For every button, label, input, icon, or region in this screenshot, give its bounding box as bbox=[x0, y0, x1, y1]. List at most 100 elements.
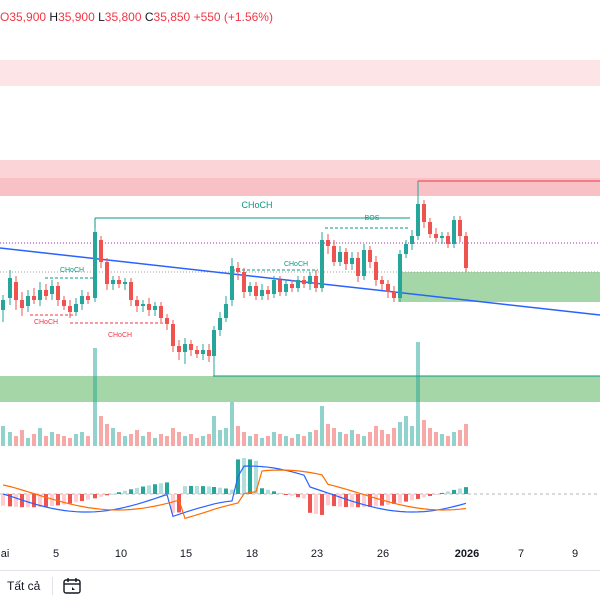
ohlc-high-label: H bbox=[49, 10, 59, 24]
x-tick: 2026 bbox=[454, 548, 480, 560]
volume-bar bbox=[1, 426, 5, 446]
choch-left-label: CHoCH bbox=[60, 267, 84, 274]
volume-bar bbox=[189, 434, 193, 446]
macd-hist-bar bbox=[368, 494, 372, 507]
candle-body bbox=[50, 286, 54, 294]
volume-bar bbox=[141, 436, 145, 446]
macd-hist-bar bbox=[14, 494, 18, 507]
calendar-icon[interactable] bbox=[62, 576, 82, 596]
volume-bar bbox=[314, 430, 318, 446]
x-tick: 15 bbox=[179, 548, 193, 560]
volume-bar bbox=[20, 430, 24, 446]
macd-hist-bar bbox=[165, 482, 169, 494]
macd-hist-bar bbox=[86, 494, 90, 500]
volume-bar bbox=[68, 438, 72, 446]
candle-body bbox=[105, 262, 109, 284]
candle-body bbox=[147, 304, 151, 310]
volume-bar bbox=[44, 436, 48, 446]
candle-body bbox=[111, 280, 115, 284]
volume-bar bbox=[224, 428, 228, 446]
volume-bar bbox=[440, 434, 444, 446]
candle-body bbox=[189, 344, 193, 350]
volume-bar bbox=[242, 432, 246, 446]
macd-hist-bar bbox=[38, 494, 42, 508]
volume-bar bbox=[135, 430, 139, 446]
macd-hist-bar bbox=[201, 486, 205, 494]
macd-hist-bar bbox=[242, 458, 246, 494]
candle-body bbox=[428, 222, 432, 234]
macd-hist-bar bbox=[464, 487, 468, 494]
candle-body bbox=[332, 246, 336, 262]
candle-body bbox=[56, 286, 60, 300]
macd-hist-bar bbox=[123, 490, 127, 494]
macd-hist-bar bbox=[111, 493, 115, 495]
candle-body bbox=[242, 272, 246, 292]
candle-body bbox=[117, 280, 121, 284]
volume-bar bbox=[195, 438, 199, 446]
macd-hist-bar bbox=[62, 494, 66, 505]
macd-hist-bar bbox=[117, 492, 121, 494]
candle-body bbox=[248, 286, 252, 292]
volume-bar bbox=[302, 436, 306, 446]
volume-bar bbox=[74, 434, 78, 446]
candle-body bbox=[165, 318, 169, 324]
candle-body bbox=[344, 252, 348, 264]
x-tick: 10 bbox=[114, 548, 128, 560]
volume-bar bbox=[236, 426, 240, 446]
candle-body bbox=[224, 304, 228, 318]
all-range-button[interactable]: Tất cả bbox=[7, 579, 41, 593]
volume-bar bbox=[452, 432, 456, 446]
volume-bar bbox=[392, 428, 396, 446]
macd-hist-bar bbox=[266, 489, 270, 494]
candle-body bbox=[62, 300, 66, 306]
price-chart[interactable]: CHoCH BOS CHoCH CHoCH CHoCH CHoCH bbox=[0, 0, 600, 540]
supply-zone-top bbox=[0, 60, 600, 86]
volume-bar bbox=[153, 438, 157, 446]
candle-body bbox=[80, 296, 84, 304]
candle-body bbox=[207, 350, 211, 356]
supply-zone-upper bbox=[0, 160, 600, 178]
macd-hist-bar bbox=[99, 494, 103, 497]
macd-hist-bar bbox=[32, 494, 36, 508]
candle-body bbox=[1, 300, 5, 310]
volume-bar bbox=[260, 438, 264, 446]
macd-hist-bar bbox=[446, 491, 450, 494]
volume-bar bbox=[398, 422, 402, 446]
volume-bar bbox=[446, 436, 450, 446]
macd-hist-bar bbox=[338, 494, 342, 507]
macd-hist-bar bbox=[308, 494, 312, 513]
volume-bar bbox=[344, 434, 348, 446]
macd-hist-bar bbox=[434, 494, 438, 495]
macd-hist-bar bbox=[332, 494, 336, 507]
macd-hist-bar bbox=[183, 486, 187, 494]
toolbar-divider bbox=[52, 577, 53, 595]
macd-hist-bar bbox=[230, 489, 234, 494]
candle-body bbox=[99, 240, 103, 262]
candle-body bbox=[38, 290, 42, 300]
macd-hist-bar bbox=[398, 494, 402, 503]
signal-line bbox=[2, 469, 467, 520]
macd-hist-bar bbox=[284, 494, 288, 495]
candle-body bbox=[26, 296, 30, 306]
macd-hist-bar bbox=[344, 494, 348, 508]
macd-hist-bar bbox=[422, 494, 426, 498]
macd-hist-bar bbox=[410, 494, 414, 501]
volume-bar bbox=[86, 436, 90, 446]
volume-bar bbox=[177, 432, 181, 446]
macd-hist-bar bbox=[326, 494, 330, 506]
volume-bar bbox=[434, 432, 438, 446]
candle-body bbox=[159, 306, 163, 318]
choch-red2-label: CHoCH bbox=[108, 332, 132, 339]
volume-bar bbox=[386, 434, 390, 446]
macd-hist-bar bbox=[44, 494, 48, 507]
macd-hist-bar bbox=[314, 494, 318, 514]
candle-body bbox=[308, 276, 312, 284]
macd-hist-bar bbox=[302, 494, 306, 499]
macd-hist-bar bbox=[93, 494, 97, 499]
candle-body bbox=[236, 268, 240, 272]
candles bbox=[1, 181, 468, 376]
candle-body bbox=[284, 284, 288, 292]
macd-hist-bar bbox=[135, 487, 139, 494]
candle-body bbox=[380, 280, 384, 284]
volume-bar bbox=[159, 434, 163, 446]
